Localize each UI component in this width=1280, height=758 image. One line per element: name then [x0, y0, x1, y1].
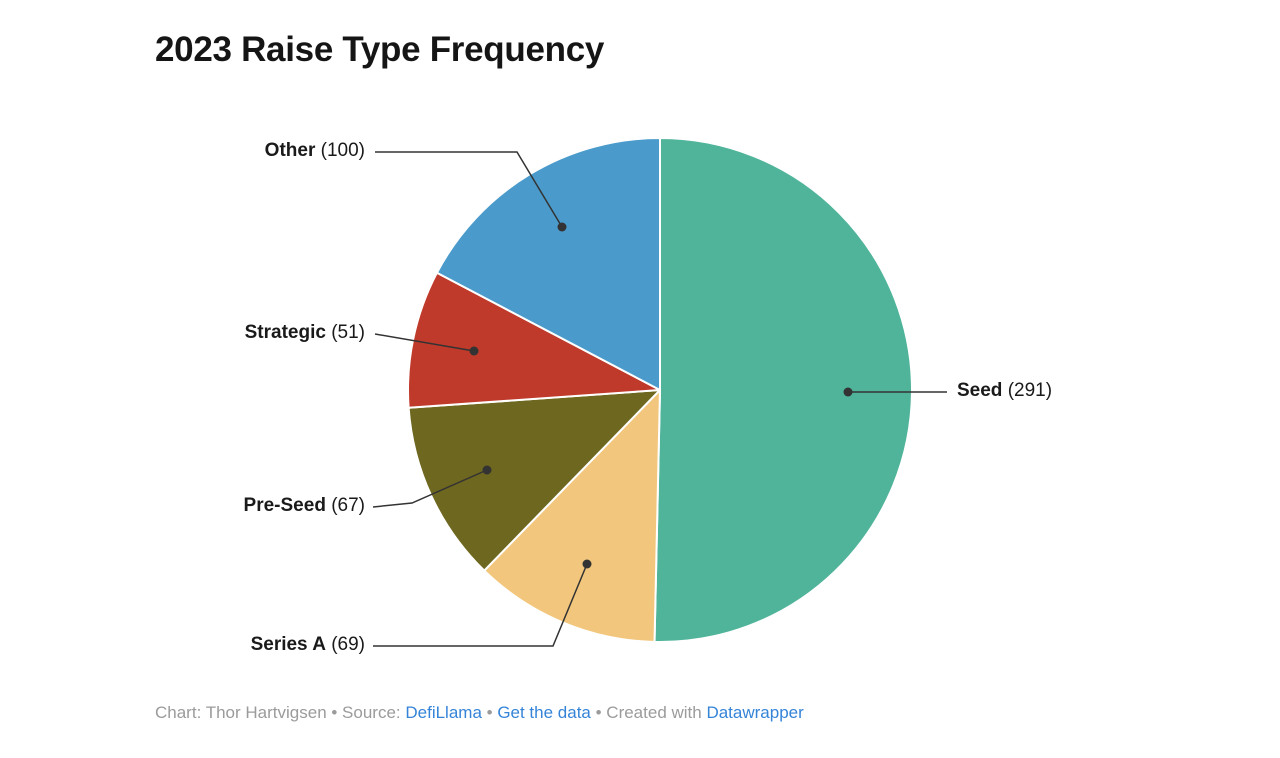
get-the-data-link[interactable]: Get the data	[497, 703, 591, 722]
leader-line-other	[375, 151, 563, 228]
datawrapper-link[interactable]: Datawrapper	[706, 703, 804, 722]
leader-line-series-a	[373, 563, 588, 647]
callout-label-seed: Seed (291)	[957, 380, 1052, 402]
callout-label-other-count: (100)	[320, 140, 365, 162]
callout-label-strategic-count: (51)	[331, 322, 365, 344]
callout-label-series-a-name: Series A	[250, 634, 326, 656]
pie-slice-strategic[interactable]	[407, 271, 661, 409]
callout-label-other: Other (100)	[265, 140, 365, 162]
pie-slice-seed[interactable]	[653, 137, 913, 643]
footer-created-with-text: • Created with	[590, 703, 707, 722]
leader-lines-group	[372, 151, 947, 647]
chart-title: 2023 Raise Type Frequency	[155, 30, 605, 69]
leader-dot-pre-seed	[482, 465, 492, 475]
callout-label-pre-seed-count: (67)	[331, 495, 365, 517]
leader-dot-strategic	[469, 346, 479, 356]
callout-label-series-a-count: (69)	[331, 634, 365, 656]
callout-label-other-name: Other	[264, 140, 316, 162]
leader-dot-other	[557, 222, 567, 232]
source-link[interactable]: DefiLlama	[405, 703, 482, 722]
callout-label-strategic: Strategic (51)	[245, 322, 365, 344]
callout-label-pre-seed-name: Pre-Seed	[243, 495, 326, 517]
callout-label-seed-count: (291)	[1007, 380, 1053, 402]
callout-label-pre-seed: Pre-Seed (67)	[244, 495, 365, 517]
leader-line-pre-seed	[372, 469, 488, 508]
pie-slices-group	[407, 137, 913, 643]
attribution-footer: Chart: Thor Hartvigsen • Source: DefiLla…	[155, 703, 804, 723]
leader-dots-group	[469, 222, 853, 569]
leader-dot-series-a	[582, 559, 592, 569]
footer-credit-text: Chart: Thor Hartvigsen • Source:	[155, 703, 406, 722]
callout-label-strategic-name: Strategic	[244, 322, 326, 344]
callout-label-seed-name: Seed	[957, 380, 1003, 402]
callout-label-series-a: Series A (69)	[251, 634, 365, 656]
leader-dot-seed	[843, 387, 853, 397]
pie-slice-pre-seed[interactable]	[407, 389, 661, 572]
leader-line-strategic	[374, 333, 475, 352]
footer-separator: •	[481, 703, 498, 722]
